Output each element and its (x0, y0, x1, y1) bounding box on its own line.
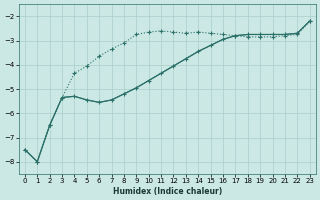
X-axis label: Humidex (Indice chaleur): Humidex (Indice chaleur) (113, 187, 222, 196)
